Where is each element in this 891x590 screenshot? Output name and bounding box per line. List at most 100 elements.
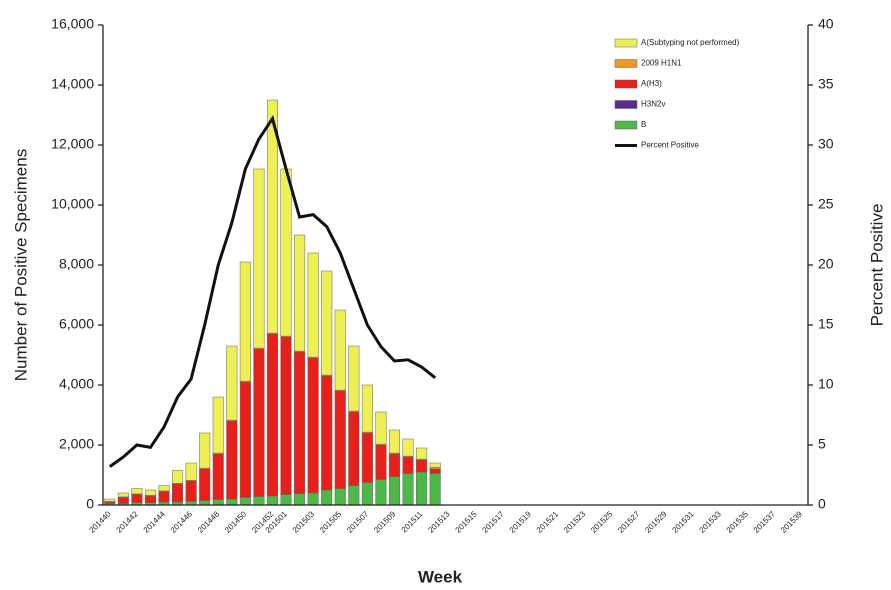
x-tick-label: 201511 [400, 509, 425, 534]
y2-tick-label: 35 [818, 76, 834, 92]
y-tick-label: 12,000 [51, 136, 94, 152]
bar-segment [212, 396, 224, 454]
bar-segment [239, 497, 251, 506]
bar-segment [321, 489, 333, 506]
legend-swatch [614, 120, 638, 130]
legend-label: B [641, 120, 646, 129]
y-tick-label: 8,000 [59, 256, 94, 272]
bar-segment [321, 375, 333, 491]
x-tick-label: 201503 [291, 509, 317, 535]
bar-segment [402, 456, 414, 474]
bar-segment [172, 470, 184, 484]
x-tick-label: 201527 [616, 509, 642, 535]
bar-segment [402, 473, 414, 506]
y2-tick-label: 10 [818, 376, 834, 392]
y2-tick-label: 30 [818, 136, 834, 152]
x-tick-label: 201537 [752, 509, 778, 535]
x-tick-label: 201533 [698, 509, 724, 535]
bar-segment [429, 462, 441, 468]
bar-segment [212, 453, 224, 500]
bar-segment [388, 429, 401, 454]
x-tick-label: 201519 [508, 509, 534, 535]
x-tick-label: 201450 [223, 509, 249, 535]
bar-segment [334, 390, 346, 489]
x-tick-label: 201507 [345, 509, 371, 535]
bar-segment [307, 252, 319, 358]
bar-segment [334, 488, 346, 506]
bar-segment [348, 485, 360, 506]
x-tick-label: 201505 [318, 509, 344, 535]
y2-tick-label: 0 [818, 496, 826, 512]
bar-segment [416, 447, 428, 460]
x-tick-label: 201444 [142, 509, 168, 535]
bar-segment [361, 384, 373, 433]
bar-segment [416, 459, 428, 473]
x-tick-label: 201440 [87, 509, 113, 535]
bar-segment [158, 491, 170, 503]
bar-segment [361, 482, 373, 506]
bar-segment [280, 336, 292, 495]
x-tick-label: 201513 [426, 509, 452, 535]
x-tick-label: 201509 [372, 509, 398, 535]
y2-tick-label: 25 [818, 196, 834, 212]
bar-segment [117, 492, 129, 498]
y-tick-label: 10,000 [51, 196, 94, 212]
x-tick-label: 201535 [725, 509, 751, 535]
bar-segment [185, 480, 197, 502]
bar-segment [388, 476, 401, 506]
x-tick-label: 201523 [562, 509, 588, 535]
legend-swatch [614, 79, 638, 89]
y-tick-label: 0 [86, 496, 94, 512]
x-tick-label: 201529 [643, 509, 669, 535]
bar-segment [402, 438, 414, 457]
bar-segment [348, 411, 360, 486]
bar-segment [104, 498, 116, 502]
bar-segment [131, 494, 143, 503]
bar-segment [361, 432, 373, 483]
legend-swatch [614, 38, 638, 48]
bar-segment [253, 168, 265, 349]
legend-label: H3N2v [641, 100, 665, 109]
bar-segment [388, 453, 401, 477]
bar-segment [253, 348, 265, 497]
bar-segment [199, 432, 211, 469]
bar-segment [239, 381, 251, 498]
bar-segment [117, 497, 129, 504]
bar-segment [280, 168, 292, 337]
bar-segment [199, 468, 211, 501]
bar-segment [172, 483, 184, 503]
legend-label: Percent Positive [641, 141, 699, 150]
x-tick-label: 201448 [196, 509, 222, 535]
bar-segment [158, 485, 170, 492]
bar-segment [375, 411, 387, 445]
y-tick-label: 4,000 [59, 376, 94, 392]
bar-segment [375, 479, 387, 506]
bar-segment [280, 494, 292, 506]
bar-segment [294, 234, 306, 352]
y-tick-label: 2,000 [59, 436, 94, 452]
line-series [108, 115, 437, 468]
bar-segment [321, 270, 333, 376]
bar-segment [212, 499, 224, 506]
bar-segment [144, 489, 156, 496]
bar-segment [226, 345, 238, 421]
x-tick-label: 201531 [670, 509, 696, 535]
bar-segment [307, 492, 319, 506]
x-tick-label: 201515 [453, 509, 479, 535]
bar-segment [185, 462, 197, 481]
y2-tick-label: 20 [818, 256, 834, 272]
y-axis-title: Number of Positive Specimens [11, 149, 30, 381]
y2-axis-title: Percent Positive [867, 204, 886, 327]
bar-segment [307, 357, 319, 494]
legend-swatch [614, 59, 638, 68]
bar-segment [375, 444, 387, 480]
bar-segment [226, 498, 238, 506]
x-tick-label: 201517 [481, 509, 507, 535]
bar-segment [334, 309, 346, 391]
bar-segment [226, 420, 238, 500]
bar-segment [266, 333, 279, 497]
y-tick-label: 14,000 [51, 76, 94, 92]
x-tick-label: 201525 [589, 509, 615, 535]
bar-segment [294, 351, 306, 494]
